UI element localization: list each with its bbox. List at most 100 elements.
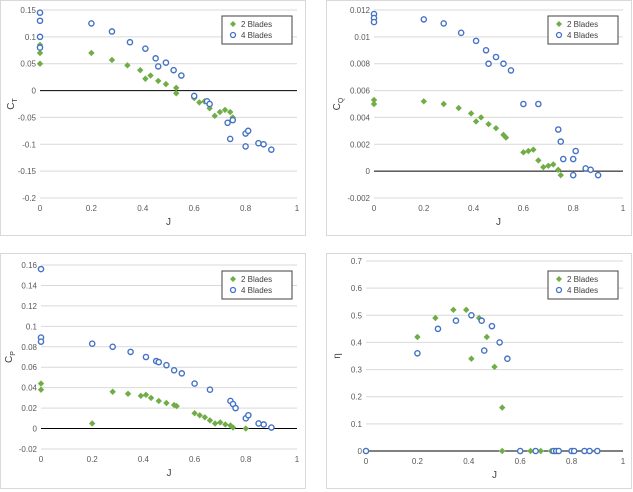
data-point-2-blades <box>36 60 44 67</box>
legend-marker-circle <box>229 31 237 39</box>
data-point-4-blades <box>472 37 480 45</box>
data-point-2-blades <box>173 402 180 410</box>
data-point-4-blades <box>224 119 231 127</box>
data-point-4-blades <box>88 340 96 348</box>
data-point-2-blades <box>109 388 116 395</box>
data-point-4-blades <box>206 386 214 394</box>
legend-marker-circle <box>229 286 237 294</box>
data-point-2-blades <box>221 106 229 114</box>
data-point-4-blades <box>37 265 45 273</box>
x-tick-label: 0.2 <box>418 204 430 213</box>
data-point-2-blades <box>463 306 470 314</box>
data-point-2-blades <box>502 134 510 141</box>
y-axis-label-main: C <box>4 356 15 363</box>
data-point-2-blades <box>211 420 219 427</box>
x-tick-label: 0.2 <box>86 204 98 213</box>
data-point-4-blades <box>440 20 448 27</box>
legend-marker-diamond <box>230 21 236 27</box>
data-point-2-blades <box>525 147 532 155</box>
data-point-2-blades <box>227 422 234 429</box>
y-axis-label: CQ <box>332 97 345 110</box>
data-point-2-blades <box>36 49 44 57</box>
data-point-2-blades <box>370 100 378 108</box>
data-point-2-blades <box>420 98 427 105</box>
y-tick-label: 0.01 <box>354 33 370 42</box>
data-point-4-blades <box>586 447 593 455</box>
legend-label: 4 Blades <box>241 31 272 40</box>
y-tick-label: 0.12 <box>21 302 37 311</box>
data-point-2-blades <box>242 425 249 432</box>
x-tick-label: 0.2 <box>87 455 99 464</box>
data-point-4-blades <box>255 420 262 427</box>
data-point-4-blades <box>468 311 475 319</box>
data-point-2-blades <box>124 62 131 69</box>
data-point-2-blades <box>491 363 498 371</box>
data-point-4-blades <box>154 63 162 70</box>
data-point-4-blades <box>507 67 515 74</box>
y-tick-label: 0.2 <box>351 393 363 402</box>
legend-box <box>221 270 293 300</box>
data-point-4-blades <box>245 411 252 419</box>
y-tick-label: 0.012 <box>350 6 371 15</box>
data-point-4-blades <box>152 55 159 62</box>
data-point-4-blades <box>242 143 249 150</box>
data-point-4-blades <box>516 447 524 455</box>
data-point-2-blades <box>226 108 234 116</box>
x-tick-label: 0.8 <box>240 204 252 213</box>
legend-marker-circle <box>555 286 563 294</box>
x-tick-label: 0.6 <box>518 204 530 213</box>
legend-label: 4 Blades <box>567 286 598 295</box>
y-tick-label: 0.1 <box>25 33 37 42</box>
data-point-2-blades <box>124 390 132 397</box>
y-tick-label: 0.7 <box>351 257 363 266</box>
data-point-4-blades <box>260 421 268 428</box>
data-point-2-blades <box>527 447 534 455</box>
legend-label: 2 Blades <box>241 20 272 29</box>
data-point-4-blades <box>229 116 237 124</box>
data-point-4-blades <box>362 447 370 455</box>
data-point-2-blades <box>540 163 547 171</box>
x-tick-label: 0.8 <box>566 457 578 466</box>
data-point-2-blades <box>163 399 170 407</box>
eta-chart: 0 0.1 0.2 0.3 0.4 0.5 0.6 0.7 0 0.2 0.4 0.6 0.8 1 Jη 2 … <box>326 253 632 489</box>
legend-marker-diamond <box>556 21 562 27</box>
data-point-2-blades <box>217 419 224 426</box>
y-tick-label: 0.008 <box>350 60 371 69</box>
data-point-4-blades <box>482 46 490 54</box>
data-point-2-blades <box>108 56 116 64</box>
data-point-4-blades <box>109 343 116 351</box>
data-point-2-blades <box>229 424 237 431</box>
y-axis-label: CT <box>6 98 19 110</box>
legend: 2 Blades 4 Blades <box>547 15 619 45</box>
data-point-4-blades <box>587 166 594 174</box>
data-point-2-blades <box>142 391 150 399</box>
y-axis-label-main: η <box>332 353 343 359</box>
data-point-4-blades <box>555 447 563 455</box>
data-point-4-blades <box>162 59 170 66</box>
y-axis-label-main: C <box>6 103 17 110</box>
data-point-4-blades <box>178 72 185 79</box>
x-tick-label: 0.4 <box>137 204 149 213</box>
y-tick-label: -0.2 <box>22 194 36 203</box>
data-point-2-blades <box>485 120 492 128</box>
y-tick-label: 0.4 <box>351 338 363 347</box>
data-point-4-blades <box>142 45 149 52</box>
legend-label: 4 Blades <box>567 31 598 40</box>
y-tick-label: -0.1 <box>22 140 36 149</box>
x-axis-label: J <box>496 217 501 228</box>
data-point-2-blades <box>370 96 378 104</box>
y-tick-label: -0.002 <box>347 194 370 203</box>
data-point-4-blades <box>434 325 442 333</box>
y-tick-label: -0.02 <box>19 445 38 454</box>
data-point-4-blades <box>178 370 186 377</box>
x-tick-label: 1 <box>621 204 626 213</box>
y-tick-label: 0.006 <box>350 87 371 96</box>
data-point-4-blades <box>480 347 488 354</box>
legend: 2 Blades 4 Blades <box>547 270 619 300</box>
data-point-4-blades <box>370 18 378 26</box>
y-tick-label: 0 <box>32 87 37 96</box>
data-point-4-blades <box>36 44 44 51</box>
y-tick-label: 0.6 <box>351 284 363 293</box>
legend-box <box>547 15 619 45</box>
x-tick-label: 0.8 <box>568 204 580 213</box>
